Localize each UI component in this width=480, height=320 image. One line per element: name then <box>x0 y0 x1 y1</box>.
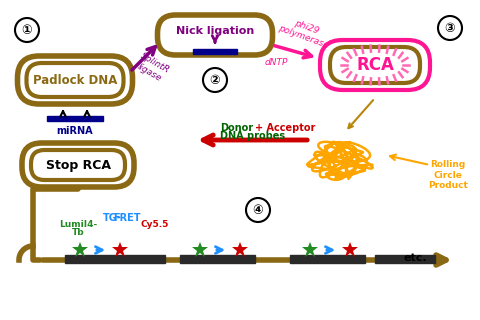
FancyBboxPatch shape <box>320 40 430 90</box>
Text: Donor: Donor <box>220 123 253 133</box>
Circle shape <box>203 68 227 92</box>
Text: Padlock DNA: Padlock DNA <box>33 74 117 86</box>
Text: ②: ② <box>210 74 220 86</box>
Text: + Acceptor: + Acceptor <box>255 123 315 133</box>
FancyBboxPatch shape <box>26 63 123 97</box>
Text: dNTP: dNTP <box>264 58 288 67</box>
Bar <box>290 255 365 263</box>
Text: TG-: TG- <box>103 213 121 223</box>
FancyBboxPatch shape <box>31 150 125 180</box>
Circle shape <box>15 18 39 42</box>
Bar <box>65 255 165 263</box>
Text: Nick ligation: Nick ligation <box>176 26 254 36</box>
Text: RCA: RCA <box>356 56 394 74</box>
Text: Tb: Tb <box>72 228 84 236</box>
Text: etc.: etc. <box>403 253 427 263</box>
FancyBboxPatch shape <box>157 15 273 55</box>
Text: ④: ④ <box>252 204 264 217</box>
Text: DNA probes: DNA probes <box>220 131 286 141</box>
Text: Rolling
Circle
Product: Rolling Circle Product <box>428 160 468 190</box>
Text: Cy5.5: Cy5.5 <box>141 220 169 228</box>
Text: ①: ① <box>22 23 32 36</box>
Text: phi29
polymerase: phi29 polymerase <box>277 14 333 50</box>
Circle shape <box>246 198 270 222</box>
Circle shape <box>438 16 462 40</box>
Text: LumiI4-: LumiI4- <box>59 220 97 228</box>
Text: FRET: FRET <box>113 213 141 223</box>
FancyBboxPatch shape <box>330 47 420 83</box>
Bar <box>193 49 237 54</box>
Bar <box>47 116 103 121</box>
FancyBboxPatch shape <box>22 143 134 187</box>
Text: ③: ③ <box>444 21 456 35</box>
Bar <box>180 255 255 263</box>
FancyBboxPatch shape <box>17 56 132 104</box>
Text: SplintR
ligase: SplintR ligase <box>133 52 171 84</box>
Text: Stop RCA: Stop RCA <box>46 158 110 172</box>
Text: miRNA: miRNA <box>57 126 93 136</box>
Bar <box>375 255 435 263</box>
